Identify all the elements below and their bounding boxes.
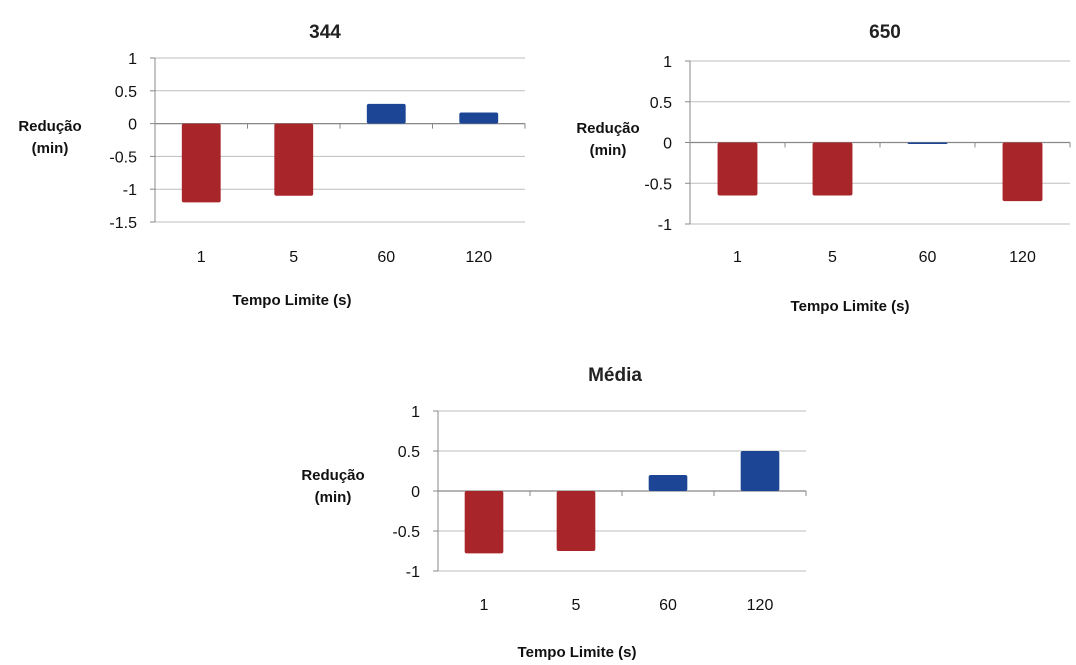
chart-3-x-axis-title: Tempo Limite (s) (518, 644, 637, 661)
chart-3-category-label: 120 (747, 597, 774, 614)
chart-1-category-label: 5 (289, 249, 298, 266)
chart-3-bar-1 (464, 491, 504, 554)
chart-1-y-axis-title: (min) (32, 140, 69, 157)
chart-3-title: Média (588, 365, 642, 386)
chart-2-y-tick-label: 0 (663, 136, 672, 153)
chart-3-bar-120 (740, 451, 780, 491)
chart-2-bar-1 (717, 142, 758, 196)
chart-1-y-tick-label: 1 (128, 51, 137, 68)
chart-3-bar-5 (556, 491, 596, 551)
chart-3-y-tick-label: 0 (411, 484, 420, 501)
chart-2-category-label: 5 (828, 249, 837, 266)
chart-1-bar-1 (181, 123, 221, 203)
chart-1-bar-60 (366, 103, 406, 124)
chart-2-bar-120 (1002, 142, 1043, 202)
chart-2-category-label: 1 (733, 249, 742, 266)
chart-1-y-tick-label: -1 (123, 182, 137, 199)
chart-3-y-axis-title: Redução (301, 467, 364, 484)
chart-2-y-axis-title: (min) (590, 142, 627, 159)
chart-2-category-label: 120 (1009, 249, 1036, 266)
chart-1-y-tick-label: -0.5 (109, 149, 137, 166)
chart-1-y-tick-label: 0 (128, 117, 137, 134)
chart-3-category-label: 60 (659, 597, 677, 614)
chart-2-y-tick-label: 1 (663, 54, 672, 71)
chart-3-category-label: 1 (480, 597, 489, 614)
chart-1-bar-5 (274, 123, 314, 196)
chart-1-y-tick-label: 0.5 (115, 84, 137, 101)
chart-3-y-tick-label: 0.5 (398, 444, 420, 461)
chart-3-category-label: 5 (572, 597, 581, 614)
chart-1-category-label: 60 (377, 249, 395, 266)
chart-1-y-axis-title: Redução (18, 118, 81, 135)
chart-1-y-tick-label: -1.5 (109, 215, 137, 232)
chart-2-y-tick-label: -1 (658, 217, 672, 234)
chart-3-y-tick-label: 1 (411, 404, 420, 421)
chart-2-bar-60 (907, 142, 948, 144)
chart-1-category-label: 120 (465, 249, 492, 266)
chart-3-bar-60 (648, 475, 688, 491)
chart-2-y-tick-label: -0.5 (644, 176, 672, 193)
chart-1-title: 344 (309, 22, 341, 43)
chart-2-title: 650 (869, 22, 901, 43)
chart-2-y-tick-label: 0.5 (650, 95, 672, 112)
chart-3-y-axis-title: (min) (315, 489, 352, 506)
chart-3-y-tick-label: -1 (406, 564, 420, 581)
chart-2-y-axis-title: Redução (576, 120, 639, 137)
chart-3-y-tick-label: -0.5 (392, 524, 420, 541)
chart-2-category-label: 60 (919, 249, 937, 266)
chart-1-bar-120 (459, 112, 499, 124)
chart-1-x-axis-title: Tempo Limite (s) (233, 292, 352, 309)
chart-2-x-axis-title: Tempo Limite (s) (791, 298, 910, 315)
chart-1-category-label: 1 (197, 249, 206, 266)
chart-2-bar-5 (812, 142, 853, 196)
